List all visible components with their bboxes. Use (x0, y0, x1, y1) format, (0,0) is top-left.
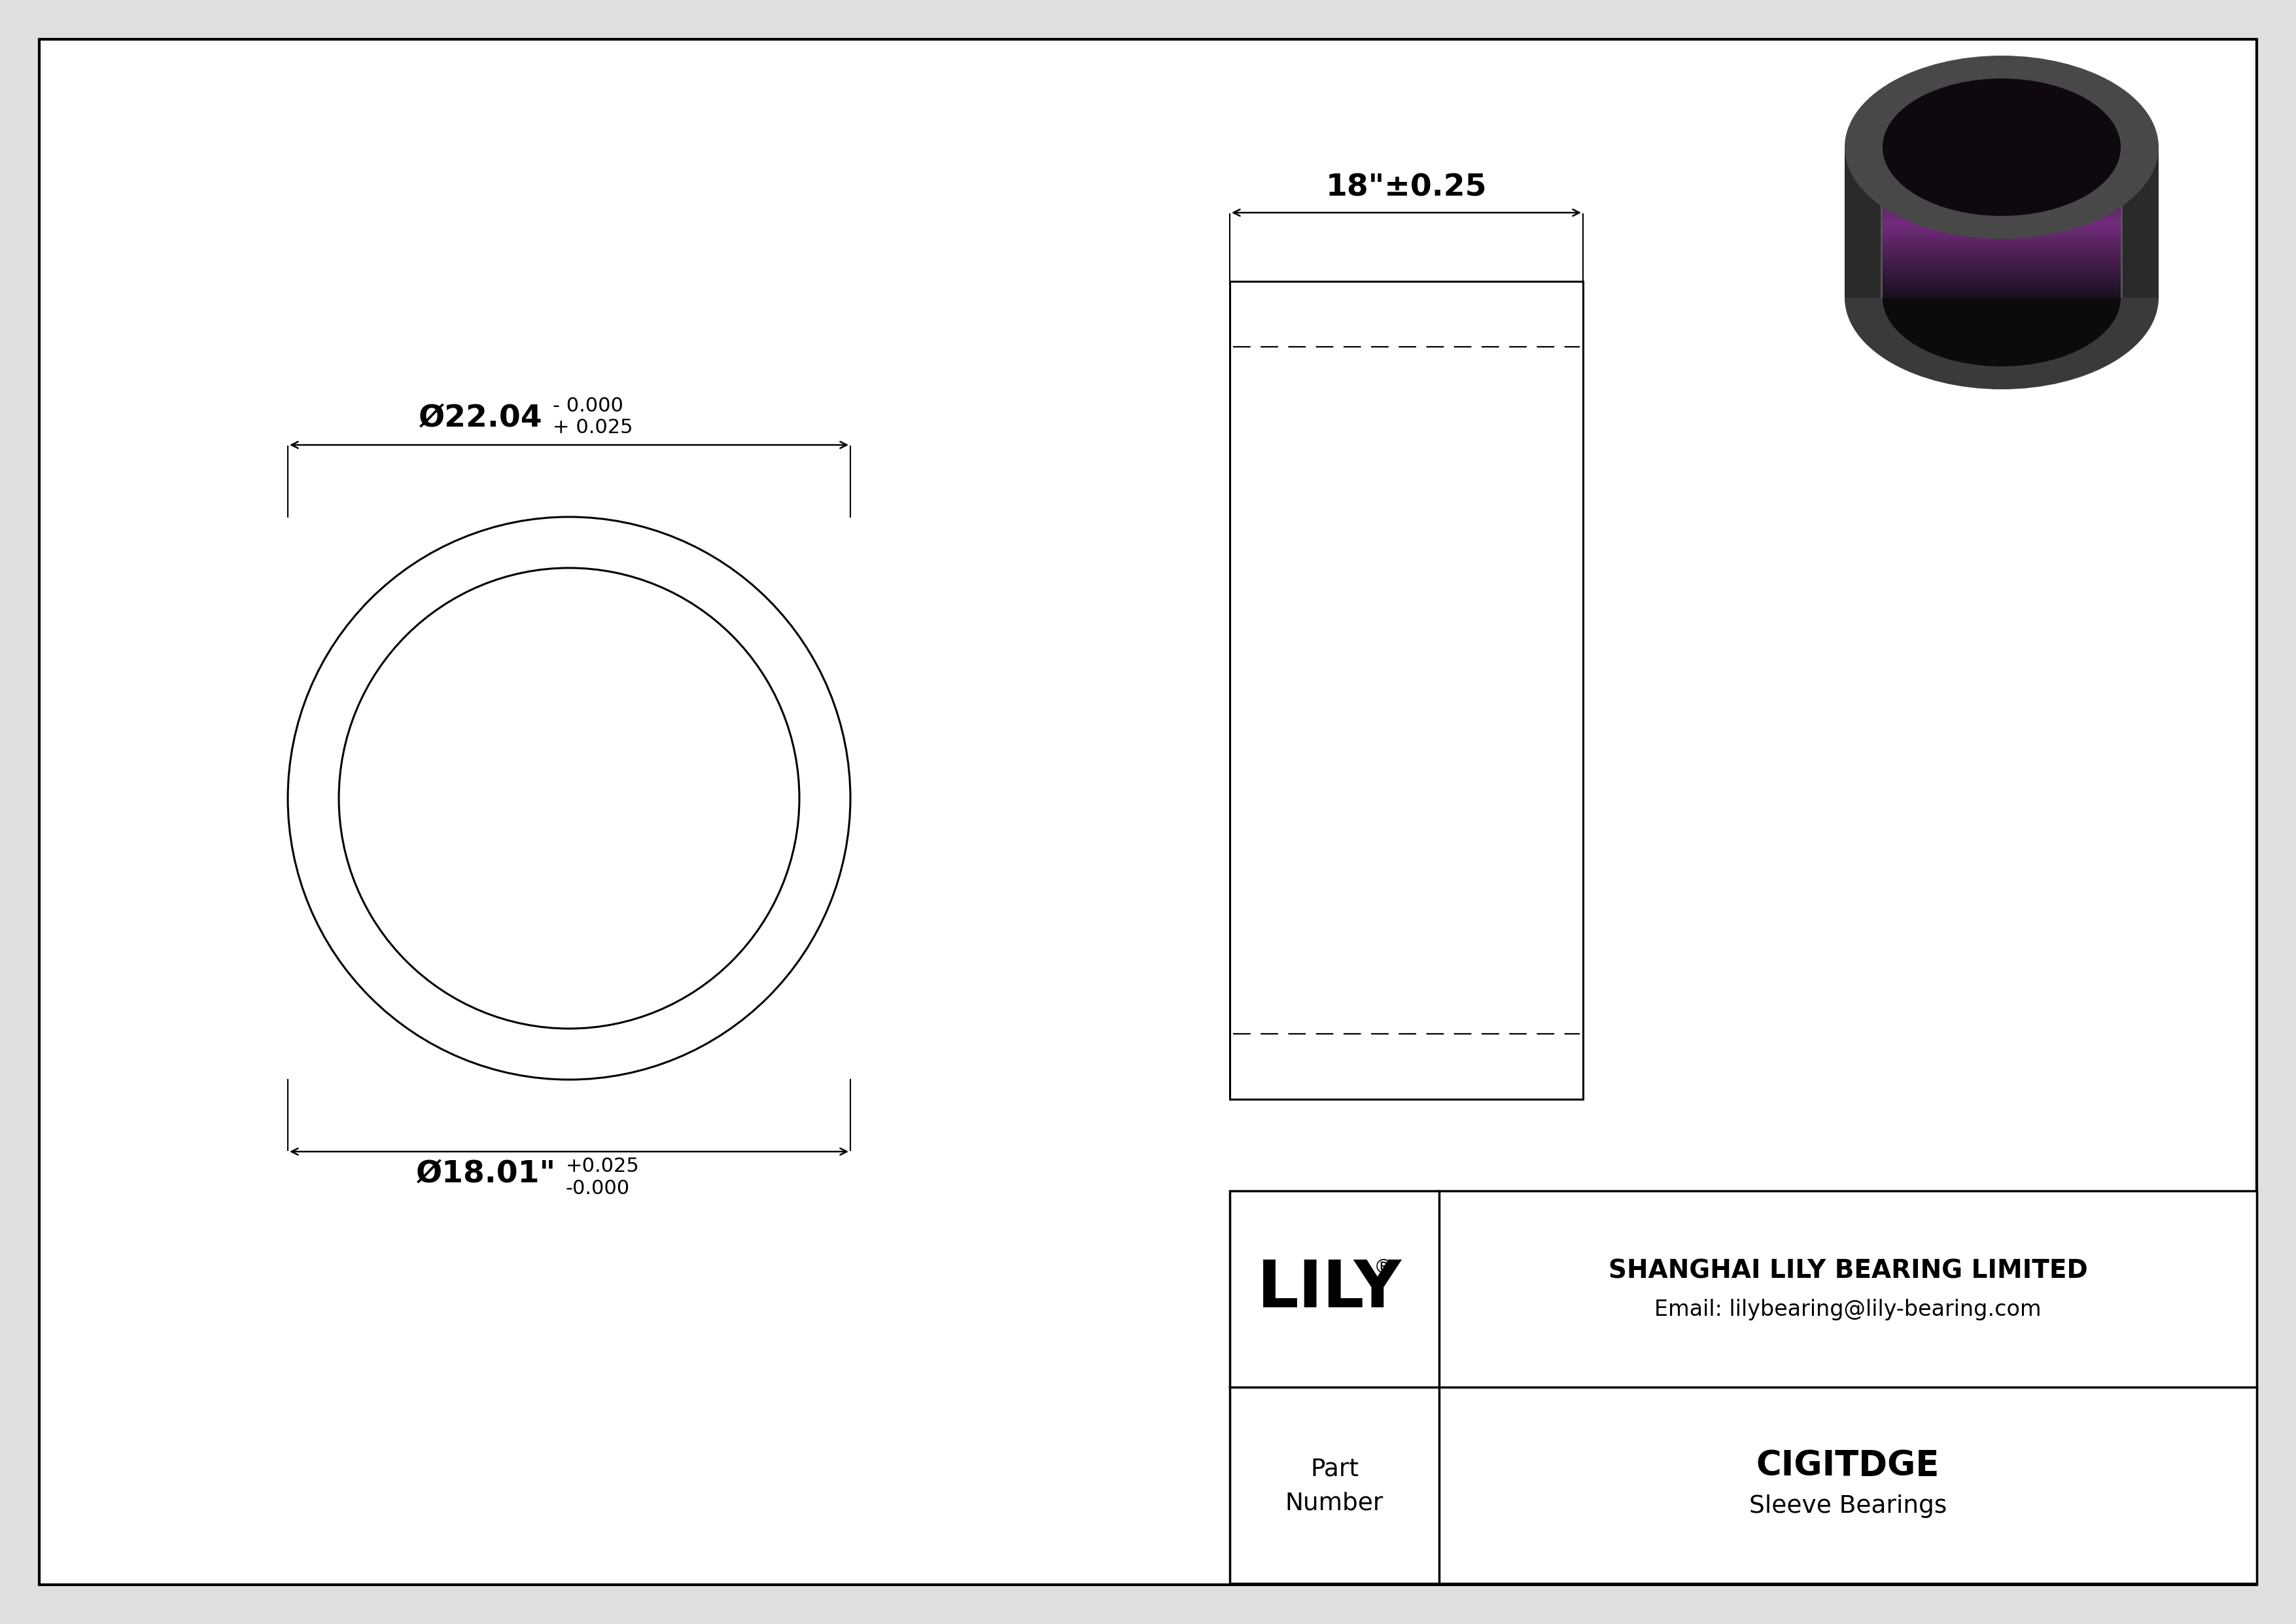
Text: ®: ® (1373, 1259, 1394, 1278)
Ellipse shape (1883, 229, 2122, 367)
Text: Sleeve Bearings: Sleeve Bearings (1750, 1494, 1947, 1518)
Text: + 0.025: + 0.025 (553, 417, 634, 437)
Bar (1883, 148, 2122, 297)
Ellipse shape (1844, 206, 2158, 390)
Bar (1231, 1190, 2257, 1583)
Bar (1844, 148, 1880, 297)
Text: Ø22.04: Ø22.04 (418, 404, 542, 434)
Bar (2124, 148, 2158, 297)
Text: +0.025: +0.025 (565, 1156, 641, 1176)
Bar (1231, 281, 1582, 1099)
Text: LILY: LILY (1256, 1257, 1401, 1320)
Text: Ø18.01": Ø18.01" (416, 1160, 556, 1189)
Text: CIGITDGE: CIGITDGE (1756, 1449, 1940, 1483)
Text: SHANGHAI LILY BEARING LIMITED: SHANGHAI LILY BEARING LIMITED (1607, 1259, 2087, 1283)
Text: Number: Number (1286, 1492, 1384, 1515)
Text: -0.000: -0.000 (565, 1179, 629, 1199)
Text: - 0.000: - 0.000 (553, 396, 622, 416)
Text: Email: lilybearing@lily-bearing.com: Email: lilybearing@lily-bearing.com (1655, 1299, 2041, 1320)
Text: Part: Part (1311, 1457, 1359, 1481)
Ellipse shape (1883, 78, 2122, 216)
Ellipse shape (1844, 55, 2158, 239)
Bar (1844, 148, 2158, 297)
Text: 18"±0.25: 18"±0.25 (1325, 174, 1488, 203)
